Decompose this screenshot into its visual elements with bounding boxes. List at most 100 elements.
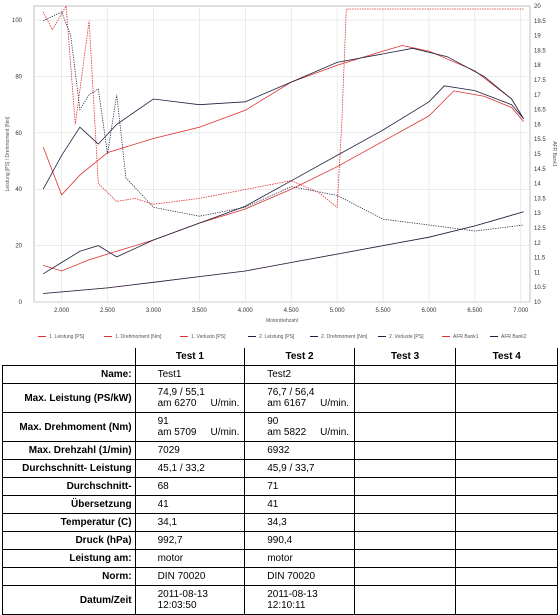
- legend-item: AFR Bank2: [490, 334, 527, 340]
- cell-name-t2: Test2: [244, 365, 355, 384]
- table-row-norm: Norm: DIN 70020 DIN 70020: [2, 567, 558, 586]
- cell-norm-t1: DIN 70020: [134, 567, 246, 586]
- cell-uebersetzung-t1: 41: [134, 495, 246, 514]
- results-table: Test 1 Test 2 Test 3 Test 4 Name: Test1 …: [2, 348, 558, 615]
- y-tick-label: 40: [15, 187, 22, 193]
- x-tick-label: 3.000: [146, 308, 162, 314]
- cell-name-t3: [353, 365, 457, 384]
- legend-swatch: [38, 336, 46, 338]
- y2-tick-label: 19.5: [534, 19, 546, 25]
- cell-durchschnitt-t4: [455, 477, 558, 496]
- header-test-1: Test 1: [134, 348, 246, 366]
- dyno-chart-svg: 2.000 2.500 3.000 3.500 4.000 4.500 5.000 5.500…: [5, 4, 557, 324]
- legend-label: 1. Drehmoment [Nm]: [115, 334, 162, 340]
- leistung-t1-rpm: am 6270: [157, 398, 197, 409]
- legend-item: 2. Verluste [PS]: [378, 334, 423, 340]
- y2-tick-label: 20: [534, 4, 541, 10]
- chart-legend: 1. Leistung [PS] 1. Drehmoment [Nm] 1. Ver…: [0, 330, 560, 344]
- x-tick-label: 4.000: [238, 308, 254, 314]
- datum-t1-date: 2011-08-13: [157, 589, 208, 600]
- cell-drehmoment-t2: 90 am 5822 U/min.: [244, 412, 355, 442]
- table-row-uebersetzung: Übersetzung 41 41: [2, 495, 558, 514]
- legend-label: AFR Bank2: [501, 334, 527, 340]
- y2-tick-label: 19: [534, 34, 541, 40]
- cell-druck-t2: 990,4: [244, 531, 355, 550]
- y-tick-label: 0: [19, 300, 23, 306]
- row-label-leistung-am: Leistung am:: [2, 549, 136, 568]
- cell-temperatur-t4: [455, 513, 558, 532]
- legend-label: 2. Drehmoment [Nm]: [321, 334, 368, 340]
- y2-tick-label: 15.5: [534, 137, 546, 143]
- legend-label: AFR Bank1: [453, 334, 479, 340]
- row-label-drehzahl: Max. Drehzahl (1/min): [2, 441, 136, 460]
- y-tick-label: 80: [15, 74, 22, 80]
- cell-datum-t3: [353, 585, 457, 615]
- series-line-4: [42, 47, 524, 190]
- cell-leistung-t1: 74,9 / 55,1 am 6270 U/min.: [134, 383, 246, 413]
- legend-swatch: [490, 336, 498, 338]
- row-label-durchschnitt-leistung: Durchschnitt- Leistung: [2, 459, 136, 478]
- cell-druck-t1: 992,7: [134, 531, 246, 550]
- cell-druck-t3: [353, 531, 457, 550]
- y2-tick-label: 10.5: [534, 285, 546, 291]
- cell-leistung-t3: [353, 383, 457, 413]
- leistung-t2-rpm: am 6167: [267, 398, 307, 409]
- cell-datum-t2: 2011-08-13 12:10:11: [244, 585, 355, 615]
- table-row-temperatur: Temperatur (C) 34,1 34,3: [2, 513, 558, 532]
- plot-frame: [33, 5, 531, 303]
- x-tick-label: 5.500: [376, 308, 392, 314]
- legend-label: 2. Leistung [PS]: [259, 334, 295, 340]
- y2-tick-label: 14: [534, 182, 541, 188]
- leistung-t2-unit: U/min.: [320, 398, 350, 409]
- leistung-t1-unit: U/min.: [210, 398, 240, 409]
- drehmoment-t2-unit: U/min.: [320, 427, 350, 438]
- row-label-datum: Datum/Zeit: [2, 585, 136, 615]
- cell-temperatur-t2: 34,3: [244, 513, 355, 532]
- y2-tick-label: 12: [534, 241, 541, 247]
- header-blank: [3, 348, 136, 366]
- y2-axis-label: AFR Bank1: [551, 141, 557, 167]
- y-axis-label: Leistung [PS] / Drehmoment [Nm]: [5, 116, 11, 191]
- cell-leistung-t4: [455, 383, 558, 413]
- drehmoment-t1-unit: U/min.: [210, 427, 240, 438]
- cell-datum-t1: 2011-08-13 12:03:50: [134, 585, 246, 615]
- cell-drehmoment-t1: 91 am 5709 U/min.: [134, 412, 246, 442]
- cell-temperatur-t3: [353, 513, 457, 532]
- x-tick-label: 5.000: [330, 308, 346, 314]
- x-tick-label: 4.500: [284, 308, 300, 314]
- cell-uebersetzung-t2: 41: [244, 495, 355, 514]
- table-row-drehzahl: Max. Drehzahl (1/min) 7029 6932: [2, 441, 558, 460]
- y2-tick-label: 17: [534, 93, 541, 99]
- y2-tick-label: 10: [534, 300, 541, 306]
- table-row-drehmoment: Max. Drehmoment (Nm) 91 am 5709 U/min. 90…: [2, 412, 558, 442]
- row-label-uebersetzung: Übersetzung: [2, 495, 136, 514]
- header-test-3: Test 3: [353, 348, 457, 366]
- y2-tick-label: 16: [534, 122, 541, 128]
- legend-label: 2. Verluste [PS]: [389, 334, 424, 340]
- results-table-wrap: Test 1 Test 2 Test 3 Test 4 Name: Test1 …: [0, 348, 560, 615]
- y2-tick-label: 13.5: [534, 196, 546, 202]
- cell-drehmoment-t3: [353, 412, 457, 442]
- cell-name-t1: Test1: [134, 365, 246, 384]
- y2-tick-label: 16.5: [534, 108, 546, 114]
- y2-tick-label: 13: [534, 211, 541, 217]
- datum-t1-time: 12:03:50: [157, 600, 197, 611]
- table-row-durchschnitt-leistung: Durchschnitt- Leistung 45,1 / 33,2 45,9 …: [2, 459, 558, 478]
- y2-tick-label: 15: [534, 152, 541, 158]
- cell-norm-t3: [353, 567, 457, 586]
- leistung-t1-value: 74,9 / 55,1: [157, 387, 205, 398]
- legend-item: 1. Drehmoment [Nm]: [104, 334, 161, 340]
- header-test-4: Test 4: [455, 348, 558, 366]
- legend-item: 2. Leistung [PS]: [248, 334, 294, 340]
- x-tick-label: 6.000: [421, 308, 437, 314]
- row-label-temperatur: Temperatur (C): [2, 513, 136, 532]
- cell-temperatur-t1: 34,1: [134, 513, 246, 532]
- series-line-3: [42, 85, 524, 275]
- cell-leistung-am-t4: [455, 549, 558, 568]
- x-tick-label: 2.000: [54, 308, 70, 314]
- y2-tick-label: 11.5: [534, 256, 546, 262]
- y2-tick-label: 17.5: [534, 78, 546, 84]
- drehmoment-t2-value: 90: [267, 416, 279, 427]
- cell-leistung-am-t3: [353, 549, 457, 568]
- header-test-2: Test 2: [244, 348, 355, 366]
